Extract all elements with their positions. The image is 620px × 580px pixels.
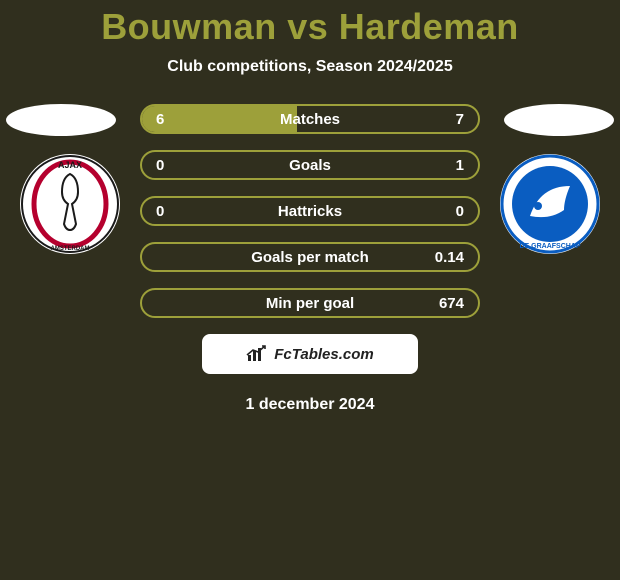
stat-row: 0Goals1 bbox=[140, 150, 480, 180]
stat-value-right: 0.14 bbox=[435, 249, 464, 266]
stat-row: 0Hattricks0 bbox=[140, 196, 480, 226]
ajax-badge-icon: AJAX AMSTERDAM bbox=[20, 154, 120, 254]
page-title: Bouwman vs Hardeman bbox=[0, 0, 620, 48]
right-team-badge: DE GRAAFSCHAP bbox=[500, 154, 600, 254]
stat-row: Min per goal674 bbox=[140, 288, 480, 318]
stat-rows: 6Matches70Goals10Hattricks0Goals per mat… bbox=[140, 104, 480, 318]
stat-row: 6Matches7 bbox=[140, 104, 480, 134]
page-subtitle: Club competitions, Season 2024/2025 bbox=[0, 58, 620, 76]
stat-label: Goals bbox=[142, 157, 478, 174]
svg-text:DE GRAAFSCHAP: DE GRAAFSCHAP bbox=[519, 243, 580, 250]
brand-badge: FcTables.com bbox=[202, 334, 418, 374]
svg-text:AJAX: AJAX bbox=[58, 160, 82, 170]
stat-label: Min per goal bbox=[142, 295, 478, 312]
stat-value-right: 1 bbox=[456, 157, 464, 174]
svg-text:AMSTERDAM: AMSTERDAM bbox=[51, 246, 90, 252]
stat-value-right: 0 bbox=[456, 203, 464, 220]
chart-icon bbox=[246, 345, 268, 363]
graafschap-badge-icon: DE GRAAFSCHAP bbox=[500, 154, 600, 254]
brand-text: FcTables.com bbox=[274, 346, 373, 363]
date-text: 1 december 2024 bbox=[0, 396, 620, 414]
right-ellipse bbox=[504, 104, 614, 136]
stat-row: Goals per match0.14 bbox=[140, 242, 480, 272]
left-team-badge: AJAX AMSTERDAM bbox=[20, 154, 120, 254]
comparison-panel: AJAX AMSTERDAM DE GRAAFSCHAP 6Matches70G… bbox=[0, 104, 620, 318]
stat-label: Hattricks bbox=[142, 203, 478, 220]
left-ellipse bbox=[6, 104, 116, 136]
stat-label: Matches bbox=[142, 111, 478, 128]
stat-value-right: 7 bbox=[456, 111, 464, 128]
stat-value-right: 674 bbox=[439, 295, 464, 312]
stat-label: Goals per match bbox=[142, 249, 478, 266]
